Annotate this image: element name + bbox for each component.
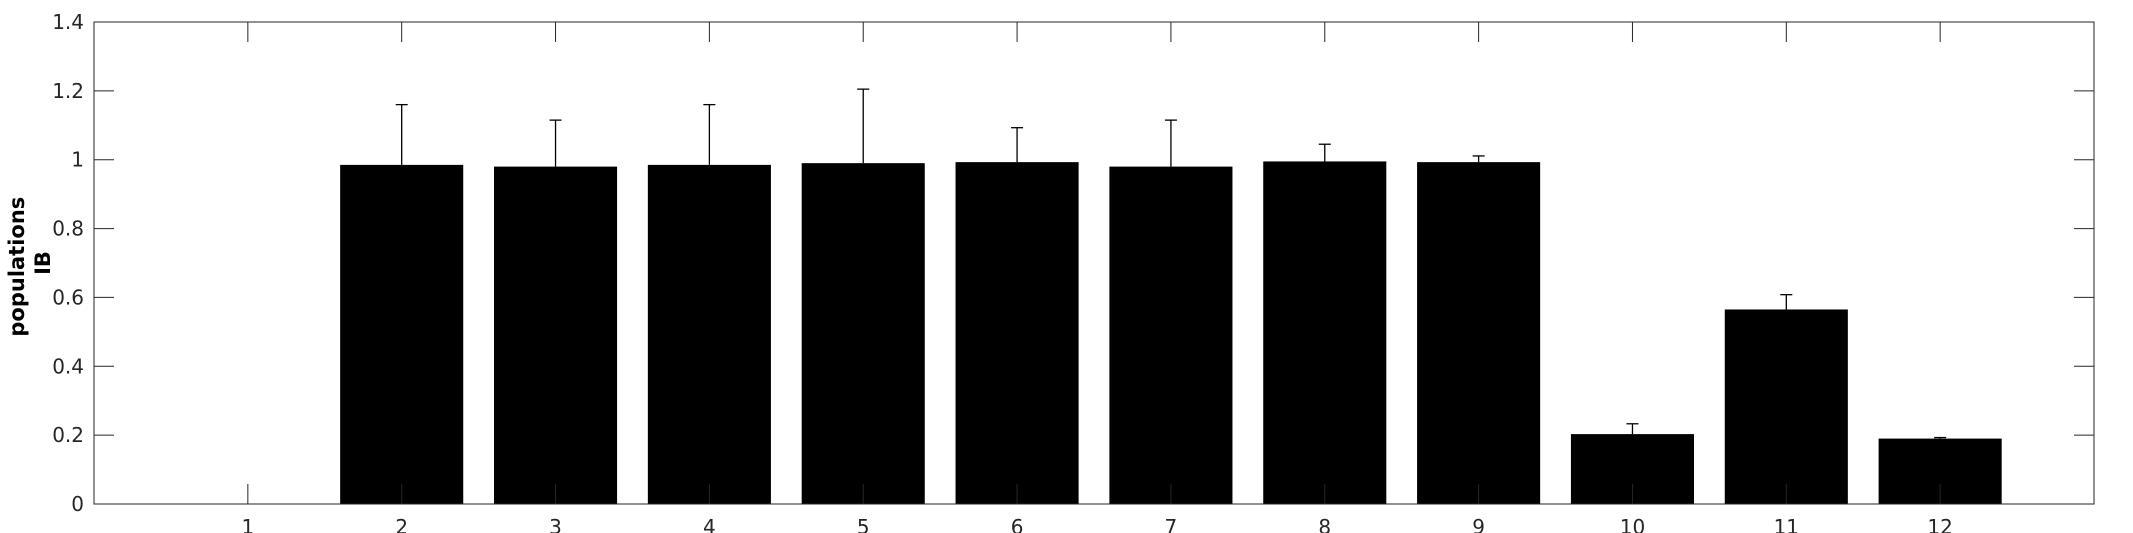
error-bar-10 <box>1626 423 1639 435</box>
error-bar-8 <box>1318 143 1331 162</box>
y-axis-label-line-1: populations <box>5 197 29 337</box>
error-bar-7 <box>1164 119 1177 167</box>
y-tick-label-7: 1.4 <box>52 10 84 34</box>
bar-3 <box>494 166 618 504</box>
error-bar-11 <box>1780 294 1793 310</box>
error-bar-4 <box>703 103 716 165</box>
plot-frame <box>93 21 2095 505</box>
bar-5 <box>801 163 925 504</box>
y-tick-label-4: 0.8 <box>52 217 84 241</box>
error-bar-5 <box>857 88 870 164</box>
y-tick-label-5: 1 <box>71 148 84 172</box>
x-tick-label-12: 12 <box>1927 515 1952 533</box>
bar-4 <box>647 164 771 504</box>
error-bar-2 <box>395 103 408 165</box>
error-bar-12 <box>1934 436 1947 439</box>
y-axis-label: populations IB <box>5 189 55 336</box>
bar-9 <box>1417 162 1541 505</box>
bar-11 <box>1724 309 1848 504</box>
y-axis-label-line-2: IB <box>31 251 55 275</box>
bars-group <box>340 161 2002 505</box>
error-bar-3 <box>549 119 562 167</box>
x-tick-label-10: 10 <box>1620 515 1645 533</box>
x-tick-label-11: 11 <box>1774 515 1799 533</box>
x-tick-label-1: 1 <box>241 515 254 533</box>
error-bar-6 <box>1011 127 1024 163</box>
y-tick-label-2: 0.4 <box>52 354 84 378</box>
bar-2 <box>340 164 464 504</box>
y-tick-label-1: 0.2 <box>52 423 84 447</box>
bar-7 <box>1109 166 1233 504</box>
x-tick-label-7: 7 <box>1165 515 1178 533</box>
x-tick-label-4: 4 <box>703 515 716 533</box>
x-tick-label-9: 9 <box>1472 515 1485 533</box>
error-bar-9 <box>1472 155 1485 163</box>
bar-6 <box>955 162 1079 505</box>
y-tick-label-6: 1.2 <box>52 79 84 103</box>
y-tick-label-0: 0 <box>71 492 84 516</box>
x-tick-label-2: 2 <box>395 515 408 533</box>
bar-8 <box>1263 161 1387 504</box>
y-tick-label-3: 0.6 <box>52 285 84 309</box>
x-tick-label-5: 5 <box>857 515 870 533</box>
error-bars-group <box>395 88 1947 439</box>
x-ticks-group: 1 2 3 4 5 6 7 8 9 10 11 12 <box>241 22 1953 533</box>
x-tick-label-6: 6 <box>1011 515 1024 533</box>
x-tick-label-3: 3 <box>549 515 562 533</box>
y-ticks-group: 0 0.2 0.4 0.6 0.8 1 1.2 1.4 <box>52 10 2094 516</box>
x-tick-label-8: 8 <box>1318 515 1331 533</box>
